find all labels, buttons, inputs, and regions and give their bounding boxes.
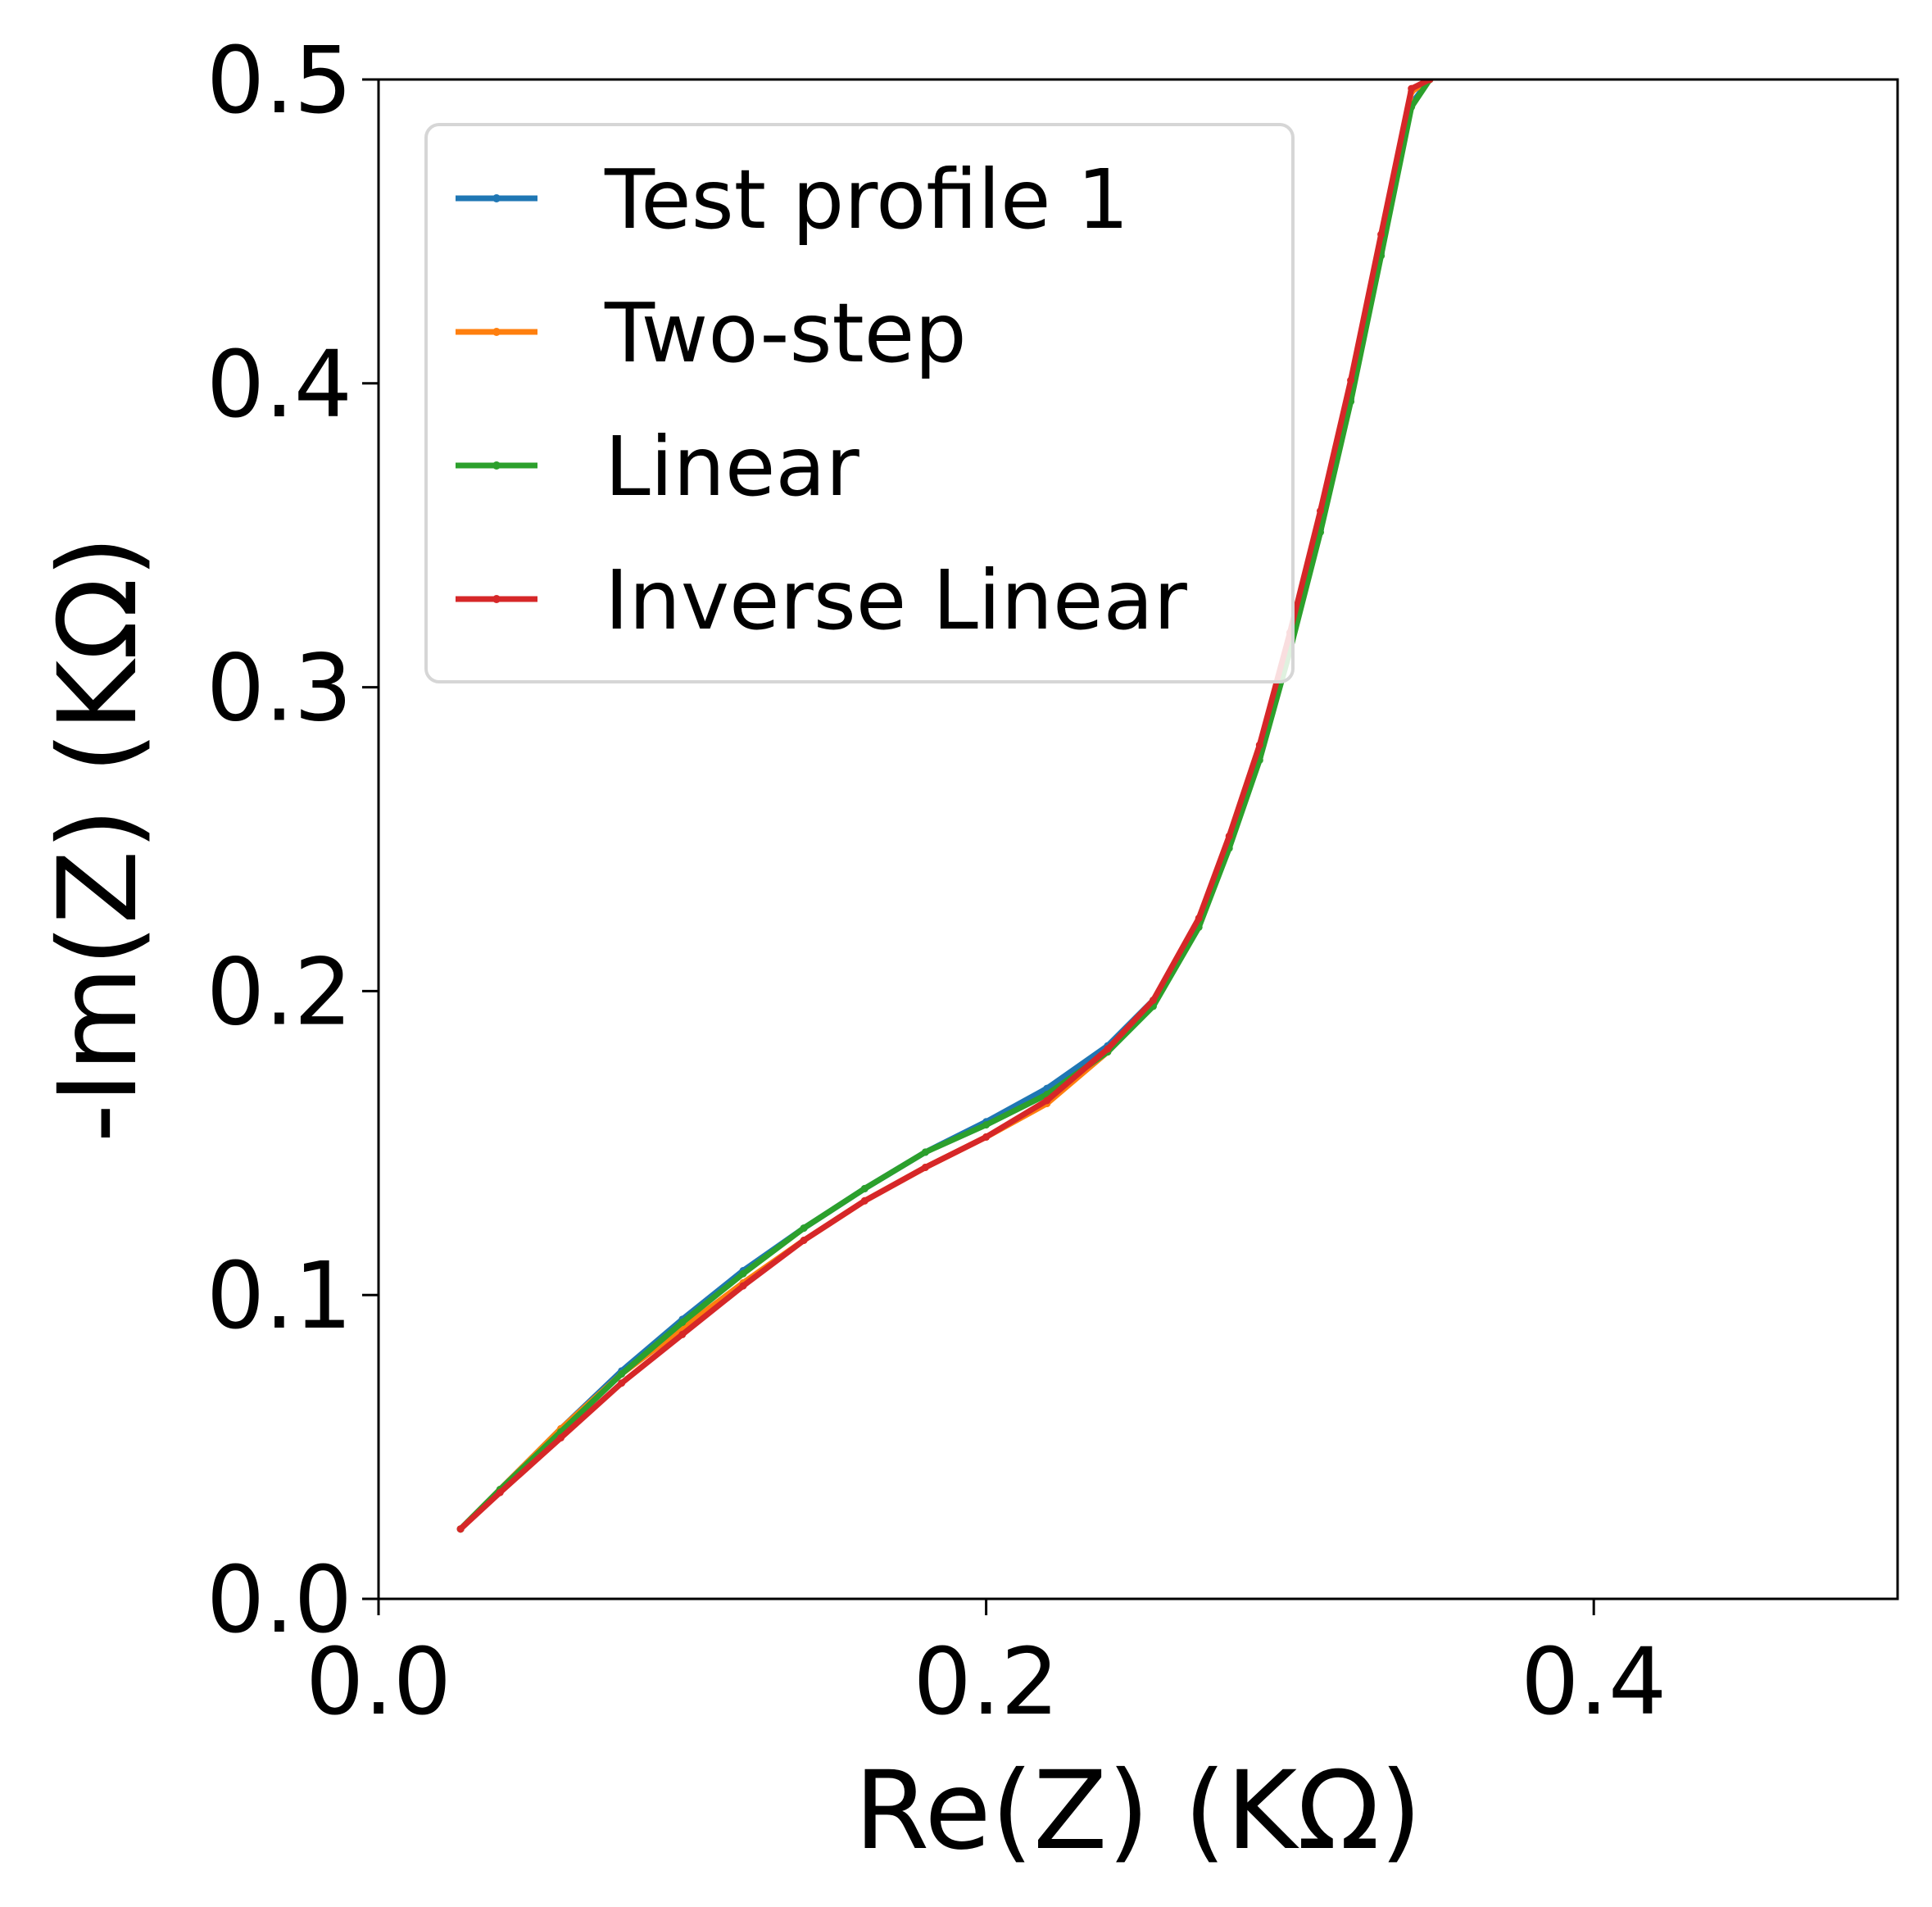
legend-label-3: Inverse Linear: [605, 552, 1188, 648]
series-2-point: [921, 1148, 929, 1156]
x-tick-label: 0.0: [306, 1629, 451, 1736]
y-axis: 0.0 0.1 0.2 0.3 0.4 0.5: [206, 28, 379, 1654]
y-tick-label: 0.0: [206, 1547, 352, 1654]
series-3-point: [739, 1282, 747, 1290]
series-3-point: [618, 1379, 626, 1387]
legend-marker-1: [492, 328, 501, 336]
plot-frame: [377, 78, 1899, 1601]
series-3-point: [1377, 230, 1386, 238]
y-tick-label: 0.2: [206, 939, 352, 1046]
series-3-point: [1408, 84, 1416, 93]
series-2-point: [739, 1269, 747, 1278]
legend-box: [424, 123, 1295, 683]
series-2-point: [800, 1224, 808, 1233]
x-tick-label: 0.2: [914, 1629, 1059, 1736]
series-3-point: [1150, 997, 1157, 1004]
series-3-point: [982, 1133, 991, 1141]
series-2-point: [618, 1370, 626, 1378]
y-tick-label: 0.5: [206, 28, 352, 134]
series-3-point: [1317, 507, 1324, 515]
legend-label-1: Two-step: [604, 285, 967, 381]
series-3-point: [1195, 914, 1203, 922]
series-3-point: [1104, 1045, 1112, 1053]
series-3-point: [860, 1196, 868, 1205]
series-3-point: [921, 1164, 929, 1171]
legend-label-0: Test profile 1: [604, 152, 1129, 247]
series-3-point: [557, 1434, 565, 1442]
series-3-point: [1043, 1097, 1051, 1105]
legend-label-2: Linear: [605, 419, 860, 515]
x-tick-label: 0.4: [1521, 1629, 1667, 1736]
x-axis: 0.0 0.2 0.4: [306, 1599, 1667, 1736]
series-2-point: [1317, 529, 1324, 536]
series-3-point: [1255, 741, 1263, 749]
y-tick-label: 0.3: [206, 636, 352, 742]
series-3-point: [496, 1488, 504, 1496]
series-3-point: [456, 1525, 465, 1533]
series-2-point: [860, 1184, 868, 1192]
series-3-point: [800, 1237, 808, 1244]
series-3-point: [1347, 376, 1355, 384]
y-axis-label: -Im(Z) (KΩ): [35, 536, 161, 1143]
series-line-3: [457, 79, 1433, 1532]
legend-marker-0: [492, 194, 501, 202]
legend: Test profile 1 Two-step Linear Inverse Line…: [424, 123, 1295, 683]
y-tick-label: 0.1: [206, 1243, 352, 1350]
x-axis-label: Re(Z) (KΩ): [855, 1748, 1422, 1874]
series-3-point: [1225, 832, 1233, 840]
series-3-point: [678, 1330, 687, 1338]
series-2-point: [678, 1319, 687, 1327]
legend-marker-2: [492, 461, 501, 470]
y-tick-label: 0.4: [206, 332, 352, 438]
plot-lines: [456, 79, 1434, 1533]
legend-marker-3: [492, 595, 501, 603]
series-2-point: [982, 1121, 991, 1129]
